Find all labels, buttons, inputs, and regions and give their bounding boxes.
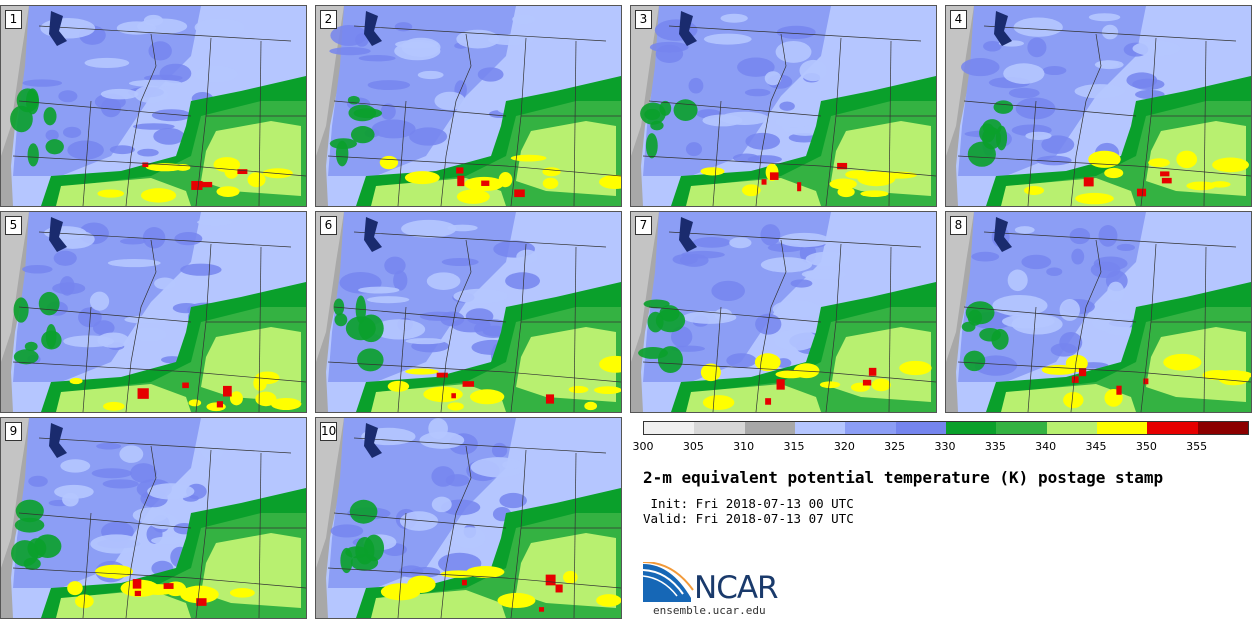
ensemble-member-panel-9: 9 — [0, 417, 307, 619]
init-time: Init: Fri 2018-07-13 00 UTC — [643, 496, 854, 511]
valid-time: Valid: Fri 2018-07-13 07 UTC — [643, 511, 854, 526]
colorbar-tick-label: 320 — [833, 440, 855, 453]
colorbar-tick-label: 315 — [783, 440, 805, 453]
member-label: 4 — [950, 10, 967, 29]
ensemble-member-panel-6: 6 — [315, 211, 622, 413]
colorbar-tick-label: 330 — [934, 440, 956, 453]
member-label: 10 — [320, 422, 337, 441]
colorbar-segment — [644, 422, 695, 434]
member-label: 2 — [320, 10, 337, 29]
colorbar-tick-label: 310 — [733, 440, 755, 453]
colorbar-segment — [1046, 422, 1097, 434]
colorbar-segment — [845, 422, 896, 434]
colorbar-segment — [1147, 422, 1198, 434]
theta-e-map-8 — [946, 212, 1251, 412]
colorbar-segment — [945, 422, 997, 434]
ensemble-member-panel-1: 1 — [0, 5, 307, 207]
colorbar-tick-label: 355 — [1186, 440, 1208, 453]
colorbar-tick-label: 325 — [884, 440, 906, 453]
member-label: 5 — [5, 216, 22, 235]
colorbar-segment — [744, 422, 795, 434]
colorbar-tick-label: 300 — [632, 440, 654, 453]
theta-e-map-10 — [316, 418, 621, 618]
ensemble-member-panel-8: 8 — [945, 211, 1252, 413]
member-label: 9 — [5, 422, 22, 441]
theta-e-map-7 — [631, 212, 936, 412]
member-label: 3 — [635, 10, 652, 29]
colorbar-tick-label: 350 — [1135, 440, 1157, 453]
colorbar-tick-label: 345 — [1085, 440, 1107, 453]
colorbar-tick-label: 340 — [1035, 440, 1057, 453]
ncar-logo-icon — [643, 562, 694, 602]
colorbar-ticks: 300 305 310 315 320 325 330 335 340 345 350 355 — [633, 440, 1247, 454]
theta-e-map-9 — [1, 418, 306, 618]
colorbar-segment — [794, 422, 846, 434]
ensemble-member-panel-7: 7 — [630, 211, 937, 413]
ensemble-member-panel-3: 3 — [630, 5, 937, 207]
ensemble-member-panel-5: 5 — [0, 211, 307, 413]
theta-e-map-2 — [316, 6, 621, 206]
theta-e-map-1 — [1, 6, 306, 206]
ensemble-member-panel-10: 10 — [315, 417, 622, 619]
ensemble-member-panel-2: 2 — [315, 5, 622, 207]
member-label: 8 — [950, 216, 967, 235]
colorbar-tick-label: 305 — [682, 440, 704, 453]
colorbar-tick-label: 335 — [984, 440, 1006, 453]
colorbar-segment — [996, 422, 1047, 434]
member-label: 6 — [320, 216, 337, 235]
colorbar-segment — [1096, 422, 1148, 434]
colorbar — [643, 421, 1249, 435]
colorbar-segment — [1197, 422, 1248, 434]
theta-e-map-5 — [1, 212, 306, 412]
logo-url: ensemble.ucar.edu — [653, 604, 766, 617]
colorbar-segment — [895, 422, 946, 434]
member-label: 7 — [635, 216, 652, 235]
ensemble-member-panel-4: 4 — [945, 5, 1252, 207]
figure-title: 2-m equivalent potential temperature (K)… — [643, 468, 1164, 487]
member-label: 1 — [5, 10, 22, 29]
theta-e-map-4 — [946, 6, 1251, 206]
logo-text: NCAR — [694, 570, 779, 606]
colorbar-segment — [694, 422, 745, 434]
theta-e-map-6 — [316, 212, 621, 412]
theta-e-map-3 — [631, 6, 936, 206]
